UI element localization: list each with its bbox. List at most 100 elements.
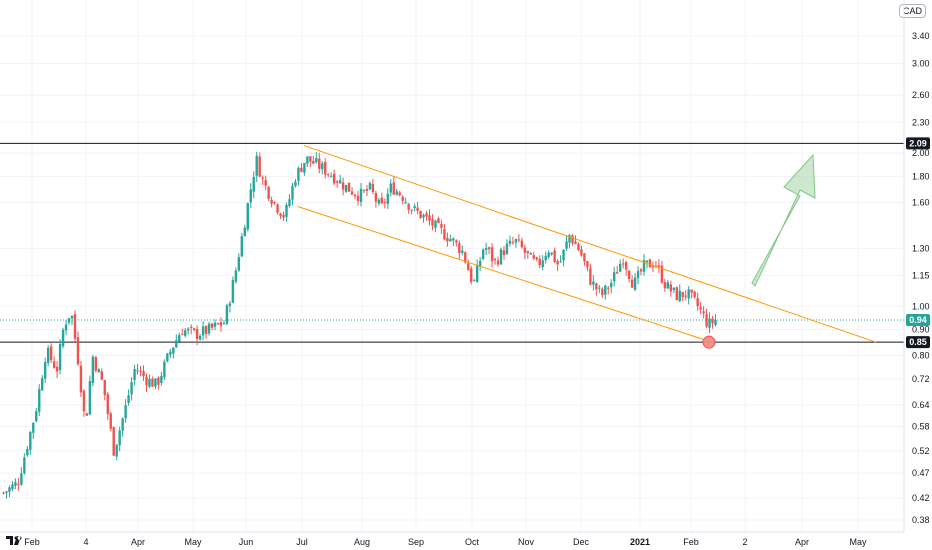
- x-tick-label: Nov: [518, 537, 535, 547]
- candle-body: [630, 279, 634, 288]
- candle-body: [437, 218, 440, 224]
- price-axis[interactable]: 3.40 3.00 2.60 2.30 2.00 1.80 1.60 1.30 1.15 1.00…: [912, 31, 930, 525]
- annotations: [702, 153, 816, 349]
- x-tick-label: 4: [83, 537, 88, 547]
- candle-body: [413, 206, 416, 209]
- candle-body: [434, 220, 437, 228]
- candle-body: [470, 268, 473, 282]
- candle-body: [109, 413, 112, 429]
- candle-body: [222, 323, 226, 325]
- y-tick-label: 0.58: [912, 422, 930, 432]
- candle-body: [696, 298, 699, 307]
- candle-body: [669, 284, 673, 292]
- candle-body: [315, 158, 318, 163]
- candle-body: [160, 375, 163, 384]
- y-tick-label: 0.42: [912, 493, 930, 503]
- candle-body: [175, 340, 178, 348]
- candle-body: [416, 207, 419, 211]
- x-tick-label: Dec: [573, 537, 590, 547]
- candle-body: [258, 156, 261, 177]
- candle-body: [166, 353, 169, 362]
- candle-body: [303, 162, 306, 173]
- candle-body: [219, 322, 223, 326]
- candle-body: [651, 266, 655, 268]
- candle-body: [189, 326, 193, 328]
- candle-body: [61, 329, 65, 347]
- candle-body: [365, 189, 369, 191]
- candle-body: [523, 247, 527, 253]
- candle-body: [544, 255, 547, 261]
- candle-body: [82, 390, 86, 412]
- candle-body: [234, 270, 238, 282]
- support-touch-marker[interactable]: [702, 335, 716, 349]
- candle-body: [550, 252, 553, 255]
- candle-body: [279, 213, 282, 217]
- candle-body: [702, 311, 705, 314]
- candle-body: [14, 482, 17, 486]
- candle-body: [565, 241, 568, 249]
- candle-body: [541, 260, 544, 268]
- candle-body: [195, 329, 199, 339]
- y-tick-label: 0.47: [912, 468, 930, 478]
- candle-body: [699, 307, 702, 310]
- candle-body: [130, 382, 133, 395]
- tradingview-logo-icon: [6, 536, 22, 545]
- candle-body: [261, 177, 264, 179]
- candle-body: [645, 260, 649, 263]
- candle-body: [663, 282, 667, 289]
- candle-body: [586, 261, 589, 268]
- candle-body: [79, 365, 83, 393]
- candle-body: [264, 180, 267, 186]
- candle-body: [520, 240, 524, 248]
- candle-body: [458, 243, 461, 254]
- candle-body: [464, 252, 467, 263]
- candle-body: [133, 369, 136, 381]
- candle-body: [198, 335, 202, 340]
- bullish-arrow-icon[interactable]: [751, 153, 816, 287]
- candle-body: [410, 209, 413, 211]
- candle-body: [484, 248, 488, 250]
- candle-body: [148, 378, 151, 387]
- candle-body: [225, 305, 229, 324]
- candle-body: [368, 183, 372, 190]
- channel-upper-line[interactable]: [303, 145, 877, 343]
- candle-body: [392, 182, 395, 195]
- candle-body: [553, 250, 556, 263]
- candle-body: [562, 249, 565, 261]
- x-tick-label: Feb: [683, 537, 699, 547]
- candle-body: [443, 229, 446, 240]
- candle-body: [324, 162, 327, 175]
- candle-body: [425, 213, 428, 217]
- candle-body: [240, 236, 244, 257]
- candle-body: [228, 303, 232, 306]
- candle-body: [595, 283, 598, 290]
- channel: [297, 145, 877, 343]
- candle-body: [371, 183, 375, 192]
- candle-body: [76, 337, 80, 365]
- candle-body: [151, 378, 154, 387]
- candle-body: [207, 323, 211, 334]
- candle-body: [23, 457, 26, 474]
- candle-body: [306, 156, 309, 164]
- candle-body: [404, 202, 407, 204]
- candle-body: [618, 263, 622, 272]
- level-badge: [906, 336, 930, 349]
- y-tick-label: 0.80: [912, 351, 930, 361]
- channel-lower-line[interactable]: [297, 206, 705, 341]
- x-tick-label: May: [849, 537, 867, 547]
- candle-body: [58, 343, 62, 370]
- candle-body: [487, 247, 491, 250]
- candle-body: [666, 282, 670, 289]
- time-axis[interactable]: Feb 4 Apr May Jun Jul Aug Sep Oct Nov Dec 2021 Feb 2 A…: [24, 537, 867, 547]
- y-tick-label: 1.30: [912, 243, 930, 253]
- candle-body: [386, 193, 390, 204]
- level-badge-label: 0.85: [909, 337, 927, 347]
- candle-body: [318, 158, 321, 169]
- candle-body: [684, 295, 687, 297]
- candle-body: [136, 370, 139, 372]
- candle-body: [356, 195, 360, 202]
- candle-body: [332, 173, 336, 184]
- candle-body: [201, 326, 205, 336]
- candle-body: [490, 247, 494, 261]
